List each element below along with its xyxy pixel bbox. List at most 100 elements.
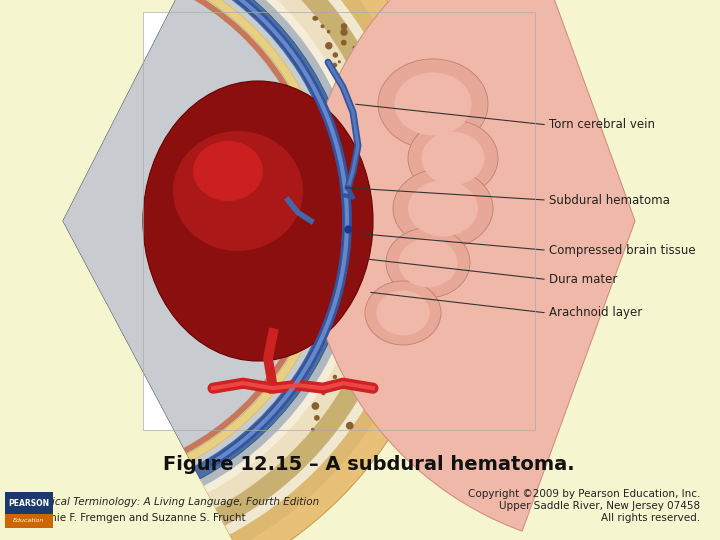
Circle shape bbox=[333, 63, 337, 68]
Circle shape bbox=[354, 57, 361, 64]
Wedge shape bbox=[63, 0, 455, 540]
Circle shape bbox=[373, 256, 376, 259]
Circle shape bbox=[348, 357, 356, 365]
Wedge shape bbox=[63, 0, 355, 479]
Circle shape bbox=[354, 389, 359, 393]
Ellipse shape bbox=[193, 141, 263, 201]
Wedge shape bbox=[63, 0, 388, 508]
Circle shape bbox=[379, 222, 385, 229]
Circle shape bbox=[363, 370, 370, 377]
Circle shape bbox=[397, 153, 400, 157]
Circle shape bbox=[366, 146, 370, 149]
Circle shape bbox=[367, 163, 373, 169]
Circle shape bbox=[387, 334, 391, 339]
Circle shape bbox=[398, 127, 403, 132]
Circle shape bbox=[357, 327, 361, 331]
Circle shape bbox=[312, 402, 319, 410]
Circle shape bbox=[353, 114, 359, 120]
Circle shape bbox=[311, 428, 315, 431]
Circle shape bbox=[402, 266, 410, 273]
Circle shape bbox=[333, 52, 338, 58]
Circle shape bbox=[314, 415, 320, 421]
Circle shape bbox=[341, 29, 348, 36]
Circle shape bbox=[394, 222, 399, 227]
Circle shape bbox=[344, 345, 350, 351]
Ellipse shape bbox=[421, 132, 485, 185]
Circle shape bbox=[352, 46, 356, 49]
Wedge shape bbox=[305, 0, 635, 531]
Circle shape bbox=[402, 206, 407, 211]
Ellipse shape bbox=[395, 72, 472, 136]
Text: PEARSON: PEARSON bbox=[9, 498, 50, 508]
Circle shape bbox=[327, 30, 330, 33]
Circle shape bbox=[356, 79, 361, 85]
Circle shape bbox=[315, 17, 318, 21]
Circle shape bbox=[341, 39, 347, 45]
Circle shape bbox=[384, 134, 388, 138]
Circle shape bbox=[407, 153, 410, 157]
Circle shape bbox=[373, 217, 377, 221]
Ellipse shape bbox=[408, 120, 498, 197]
Circle shape bbox=[372, 83, 377, 87]
Ellipse shape bbox=[393, 168, 493, 248]
Circle shape bbox=[378, 92, 383, 97]
Text: Compressed brain tissue: Compressed brain tissue bbox=[549, 244, 696, 256]
Bar bbox=[143, 12, 535, 430]
Circle shape bbox=[366, 98, 370, 102]
Circle shape bbox=[372, 176, 377, 182]
Circle shape bbox=[320, 24, 325, 28]
Circle shape bbox=[312, 16, 318, 21]
Circle shape bbox=[363, 333, 370, 340]
Circle shape bbox=[325, 42, 333, 50]
Wedge shape bbox=[63, 0, 378, 494]
Wedge shape bbox=[63, 0, 331, 453]
Text: Education: Education bbox=[13, 518, 45, 523]
Wedge shape bbox=[63, 0, 433, 540]
Circle shape bbox=[387, 107, 391, 111]
Circle shape bbox=[410, 179, 416, 186]
Circle shape bbox=[372, 351, 376, 355]
Circle shape bbox=[333, 375, 337, 379]
Circle shape bbox=[374, 254, 379, 260]
Text: Medical Terminology: A Living Language, Fourth Edition: Medical Terminology: A Living Language, … bbox=[30, 497, 319, 507]
Ellipse shape bbox=[386, 228, 470, 298]
Circle shape bbox=[377, 143, 380, 146]
Ellipse shape bbox=[173, 131, 303, 251]
Circle shape bbox=[402, 302, 409, 308]
Circle shape bbox=[384, 331, 390, 337]
Circle shape bbox=[341, 23, 347, 30]
Circle shape bbox=[365, 156, 369, 160]
Circle shape bbox=[400, 186, 406, 192]
Circle shape bbox=[379, 351, 386, 358]
Wedge shape bbox=[63, 0, 371, 493]
Circle shape bbox=[356, 123, 360, 127]
Circle shape bbox=[377, 269, 381, 273]
Circle shape bbox=[405, 191, 412, 199]
Ellipse shape bbox=[377, 291, 430, 335]
Circle shape bbox=[395, 206, 400, 210]
Circle shape bbox=[392, 210, 399, 217]
Text: Torn cerebral vein: Torn cerebral vein bbox=[549, 118, 655, 131]
Circle shape bbox=[382, 192, 388, 198]
Circle shape bbox=[387, 120, 394, 127]
Circle shape bbox=[402, 289, 409, 295]
Circle shape bbox=[405, 204, 410, 208]
Circle shape bbox=[394, 198, 400, 204]
Circle shape bbox=[371, 306, 377, 312]
Circle shape bbox=[371, 341, 376, 346]
Circle shape bbox=[321, 390, 325, 395]
Circle shape bbox=[365, 292, 372, 298]
Text: Dura mater: Dura mater bbox=[549, 273, 617, 286]
Ellipse shape bbox=[378, 59, 488, 149]
Bar bbox=[143, 12, 535, 430]
Circle shape bbox=[356, 392, 360, 396]
Circle shape bbox=[346, 343, 351, 349]
Wedge shape bbox=[180, 0, 326, 453]
Wedge shape bbox=[63, 0, 428, 537]
Wedge shape bbox=[63, 0, 408, 525]
Wedge shape bbox=[183, 0, 335, 461]
Wedge shape bbox=[63, 0, 341, 467]
Text: All rights reserved.: All rights reserved. bbox=[601, 513, 700, 523]
Circle shape bbox=[365, 370, 369, 375]
Bar bbox=[5, 492, 53, 514]
